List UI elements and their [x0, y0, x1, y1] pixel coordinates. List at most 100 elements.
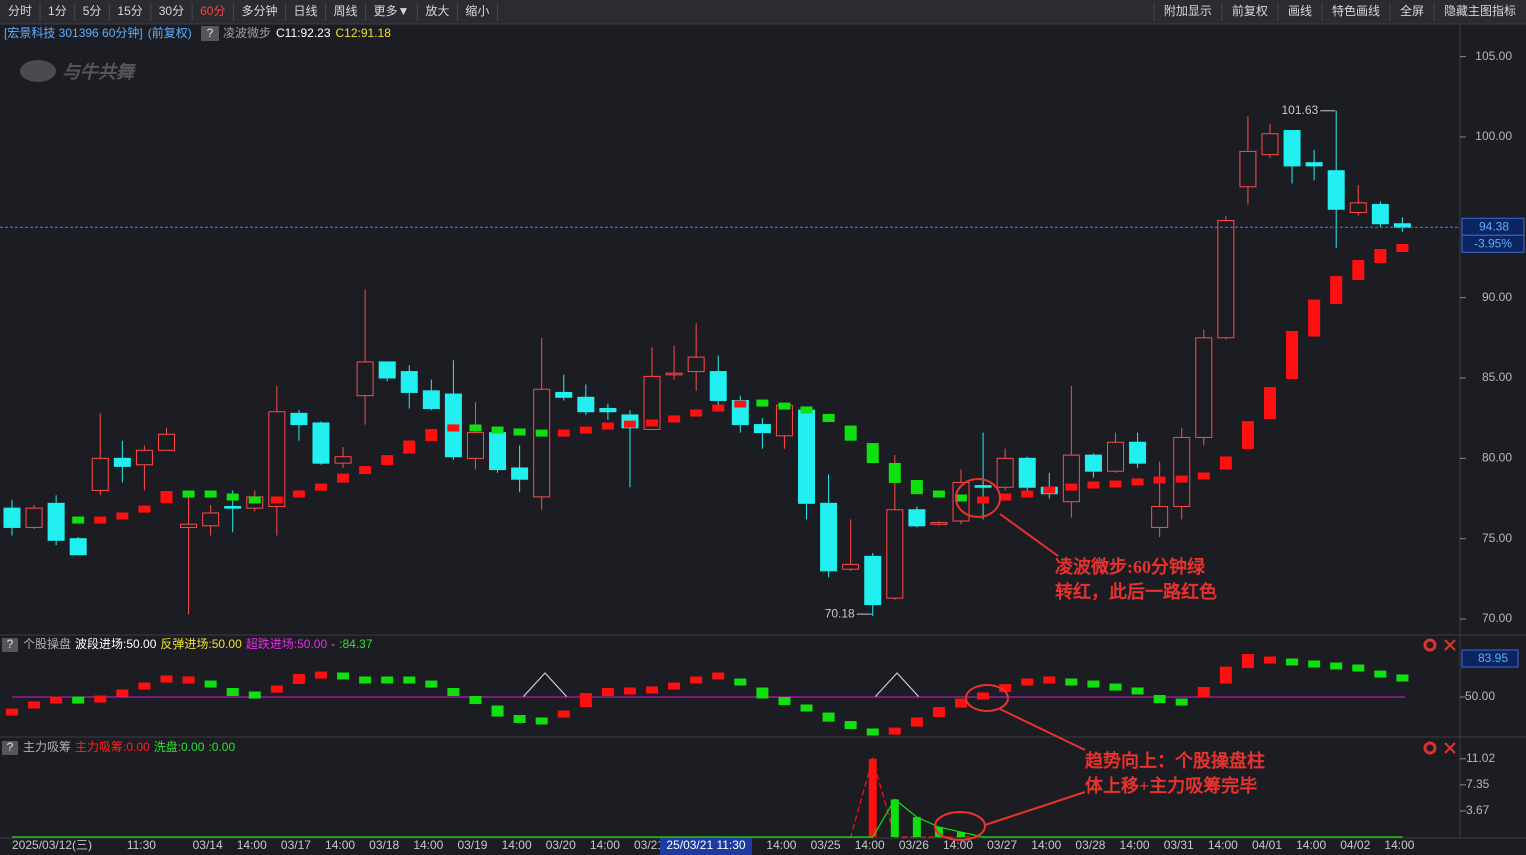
candle-body	[1349, 202, 1367, 213]
marker	[1330, 662, 1343, 670]
marker	[888, 727, 901, 735]
marker	[403, 676, 416, 684]
button-label[interactable]: 特色画线	[1332, 3, 1380, 18]
help[interactable]: ?	[207, 26, 214, 40]
toolbar-button[interactable]: 特色画线	[1321, 3, 1380, 21]
signal	[522, 672, 568, 698]
indicator-marker	[292, 490, 305, 498]
button-label[interactable]: 更多▼	[374, 4, 410, 18]
x-tick-label: 03/14	[193, 838, 223, 852]
button-label[interactable]: 多分钟	[241, 3, 277, 18]
marker	[1043, 676, 1056, 684]
toolbar-button[interactable]: 附加显示	[1153, 3, 1212, 21]
candle-body	[3, 507, 21, 528]
legend-entry: 主力吸筹:0.00	[75, 740, 150, 754]
toolbar-button[interactable]: 15分	[117, 3, 152, 21]
indicator-marker	[844, 425, 857, 441]
button-label[interactable]: 附加显示	[1164, 4, 1212, 18]
indicator-marker	[756, 399, 769, 407]
close-icon[interactable]	[1444, 742, 1456, 754]
button-label[interactable]: 15分	[117, 4, 142, 18]
help[interactable]: ?	[7, 637, 14, 651]
marker	[1131, 687, 1144, 695]
annotation: 趋势向上：个股操盘柱	[1085, 750, 1265, 771]
indicator-marker	[1197, 472, 1210, 480]
settings-icon[interactable]	[1423, 638, 1437, 652]
toolbar-button[interactable]: 周线	[334, 3, 367, 21]
indicator-marker	[425, 429, 438, 442]
legend-entry: 超跌进场:50.00	[246, 636, 328, 651]
marker	[1396, 674, 1409, 682]
indicator-marker	[204, 490, 217, 498]
current-value-box	[1461, 649, 1519, 668]
button-label[interactable]: 日线	[293, 4, 317, 18]
toolbar-button[interactable]: 前复权	[1221, 3, 1268, 21]
settings-icon[interactable]	[1423, 741, 1437, 755]
button-label[interactable]: 画线	[1288, 4, 1312, 18]
indicator-marker	[1241, 421, 1254, 450]
candle-body	[1018, 457, 1036, 488]
panel-controls[interactable]	[1423, 638, 1456, 652]
marker	[756, 687, 769, 699]
toolbar-button[interactable]: 日线	[293, 3, 326, 21]
toolbar-button[interactable]: 30分	[159, 3, 193, 21]
callout-line	[984, 791, 1086, 826]
marker	[469, 696, 482, 705]
indicator-marker	[1396, 243, 1409, 253]
indicator-marker	[381, 455, 394, 466]
indicator-marker	[160, 491, 173, 504]
x-tick-label: 03/20	[546, 838, 576, 852]
button-label[interactable]: 1分	[48, 4, 67, 18]
toolbar-button[interactable]: 放大	[425, 3, 458, 21]
indicator-marker	[932, 490, 945, 498]
marker	[1109, 683, 1122, 691]
panel-controls[interactable]	[1423, 741, 1456, 755]
toolbar-button[interactable]: 多分钟	[241, 3, 286, 21]
marker	[557, 710, 570, 718]
button-label[interactable]: 放大	[425, 3, 449, 18]
button-label[interactable]: 隐藏主图指标	[1444, 3, 1516, 18]
toolbar-button[interactable]: 隐藏主图指标	[1433, 3, 1516, 21]
x-tick-label: 03/19	[457, 838, 487, 852]
toolbar-button[interactable]: 60分	[200, 3, 234, 21]
button-label[interactable]: 前复权	[1232, 3, 1268, 18]
close-icon[interactable]	[1444, 639, 1456, 651]
c11: C11:92.23	[276, 26, 331, 40]
change-label: -3.95%	[1474, 236, 1512, 250]
toolbar-button[interactable]: 缩小	[465, 3, 498, 21]
marker	[1175, 698, 1188, 706]
toolbar-button[interactable]: 全屏	[1389, 3, 1424, 21]
toolbar-button[interactable]: 1分	[48, 3, 76, 21]
button-label[interactable]: 全屏	[1400, 3, 1424, 18]
toolbar-button[interactable]: 5分	[83, 3, 110, 21]
button-label[interactable]: 分时	[8, 4, 32, 18]
marker	[1241, 654, 1254, 669]
indicator-marker	[646, 419, 659, 427]
toolbar-button[interactable]: 分时	[8, 3, 41, 21]
x-tick-label: 03/26	[899, 838, 929, 852]
button-label[interactable]: 60分	[200, 4, 225, 18]
candle-body	[1062, 454, 1080, 503]
indicator-info: 凌波微步 C11:92.23 C12:91.18	[223, 26, 391, 40]
marker	[1308, 660, 1321, 668]
help-box[interactable]	[201, 26, 219, 41]
legend-entry: 洗盘:0.00	[154, 739, 205, 754]
button-label[interactable]: 周线	[334, 4, 358, 18]
help-box[interactable]	[2, 741, 18, 755]
toolbar-button[interactable]: 画线	[1277, 3, 1312, 21]
candle-body	[820, 502, 838, 572]
marker	[72, 696, 85, 704]
button-label[interactable]: 5分	[83, 4, 102, 18]
indicator-marker	[447, 424, 460, 432]
bar	[912, 817, 921, 837]
help[interactable]: ?	[7, 740, 14, 754]
indicator-marker	[977, 496, 990, 504]
button-label[interactable]: 30分	[159, 4, 184, 18]
x-tick-label: 14:00	[413, 838, 443, 852]
marker	[513, 715, 526, 723]
toolbar-button[interactable]: 更多▼	[374, 3, 418, 21]
candle-body	[599, 408, 617, 413]
candle-body	[842, 563, 860, 570]
button-label[interactable]: 缩小	[465, 3, 489, 18]
help-box[interactable]	[2, 638, 18, 652]
